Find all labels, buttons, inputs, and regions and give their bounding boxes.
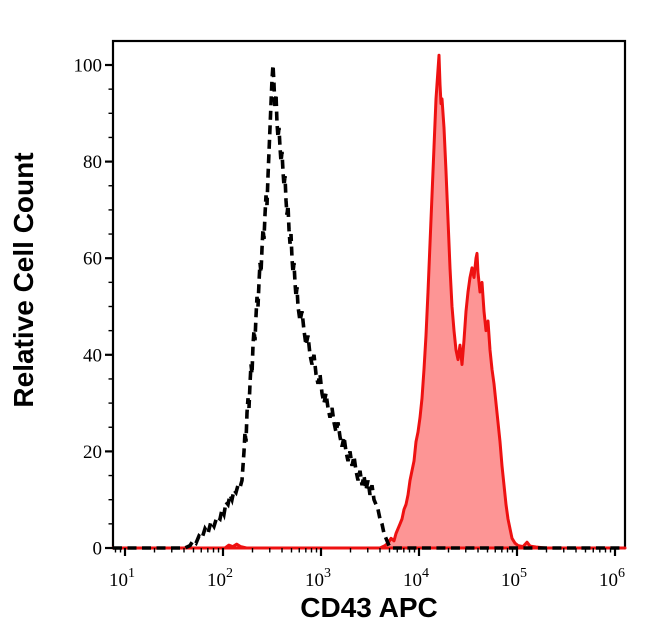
- svg-text:60: 60: [83, 249, 102, 270]
- x-axis-ticks: [114, 548, 617, 556]
- svg-text:103: 103: [305, 566, 331, 591]
- y-tick-labels: 0 20 40 60 80 100: [74, 56, 103, 560]
- svg-text:80: 80: [83, 152, 102, 173]
- svg-text:0: 0: [93, 539, 103, 560]
- svg-text:102: 102: [207, 566, 233, 591]
- svg-text:100: 100: [74, 56, 103, 77]
- y-axis-ticks: [105, 63, 113, 550]
- sample-histogram-red: [111, 53, 627, 550]
- svg-text:40: 40: [83, 345, 102, 366]
- y-axis-title: Relative Cell Count: [8, 152, 39, 408]
- x-tick-labels: 101 102 103 104 105 106: [109, 566, 625, 591]
- svg-text:101: 101: [109, 566, 135, 591]
- svg-text:106: 106: [599, 566, 625, 591]
- plot-frame: [111, 39, 627, 550]
- svg-text:104: 104: [403, 566, 429, 591]
- x-axis-title: CD43 APC: [300, 592, 438, 623]
- svg-text:20: 20: [83, 442, 102, 463]
- control-histogram-dashed: [113, 64, 625, 550]
- svg-text:105: 105: [501, 566, 527, 591]
